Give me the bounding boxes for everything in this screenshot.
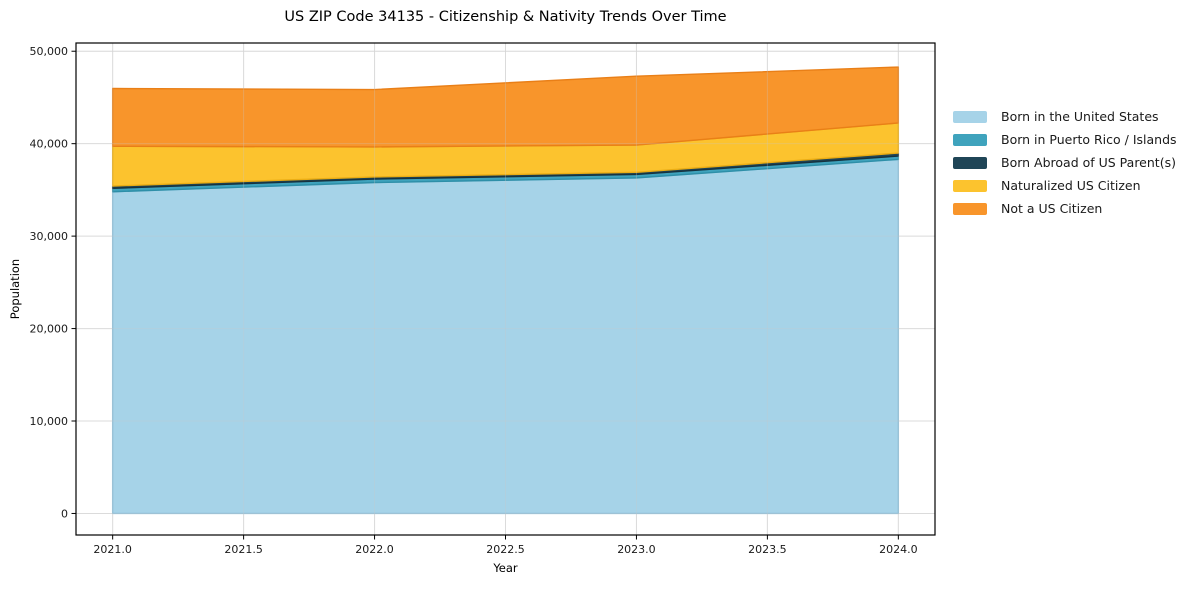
legend-item-naturalized-us-citizen: Naturalized US Citizen [953,174,1177,197]
legend-label: Naturalized US Citizen [1001,178,1141,193]
y-tick-label: 50,000 [30,45,69,58]
area-not-a-us-citizen [111,66,900,148]
chart-title: US ZIP Code 34135 - Citizenship & Nativi… [284,9,727,25]
x-tick-label: 2023.0 [617,543,656,556]
y-tick-label: 10,000 [30,415,69,428]
legend-item-born-abroad-of-us-parent-s: Born Abroad of US Parent(s) [953,151,1177,174]
legend-label: Not a US Citizen [1001,201,1103,216]
legend-swatch [953,156,987,169]
x-tick-label: 2021.0 [93,543,132,556]
y-tick-label: 40,000 [30,137,69,150]
legend-swatch [953,133,987,146]
x-tick-label: 2022.5 [486,543,525,556]
legend-label: Born Abroad of US Parent(s) [1001,155,1176,170]
y-tick-label: 30,000 [30,230,69,243]
legend-swatch [953,179,987,192]
legend-item-not-a-us-citizen: Not a US Citizen [953,197,1177,220]
x-tick-label: 2023.5 [748,543,787,556]
legend-item-born-in-the-united-states: Born in the United States [953,105,1177,128]
y-tick-label: 20,000 [30,322,69,335]
x-tick-label: 2021.5 [224,543,263,556]
legend-swatch [953,202,987,215]
legend-label: Born in Puerto Rico / Islands [1001,132,1177,147]
legend-item-born-in-puerto-rico-islands: Born in Puerto Rico / Islands [953,128,1177,151]
legend: Born in the United States Born in Puerto … [953,105,1177,220]
y-tick-label: 0 [61,507,68,520]
legend-label: Born in the United States [1001,109,1159,124]
x-axis-label: Year [493,561,518,575]
x-tick-label: 2022.0 [355,543,394,556]
x-tick-label: 2024.0 [879,543,918,556]
legend-swatch [953,110,987,123]
